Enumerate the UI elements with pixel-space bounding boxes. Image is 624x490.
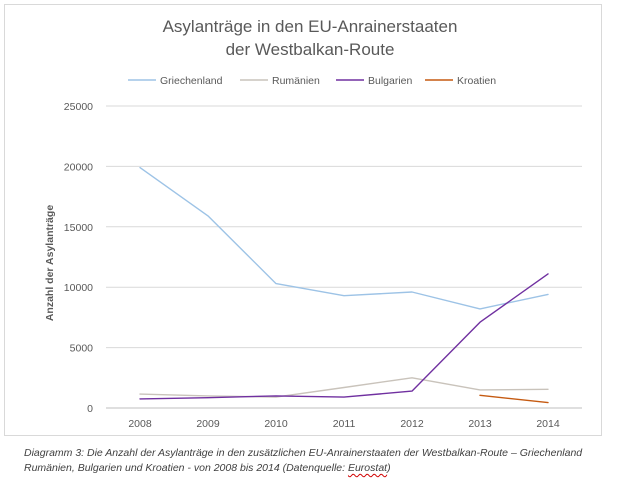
chart-subtitle: der Westbalkan-Route xyxy=(226,40,395,59)
x-tick-label: 2013 xyxy=(468,418,492,430)
legend: Griechenland Rumänien Bulgarien Kroatien xyxy=(128,75,496,87)
y-tick-label: 20000 xyxy=(64,161,93,173)
y-tick-label: 15000 xyxy=(64,222,93,234)
caption-text: Diagramm 3: Die Anzahl der Asylanträge i… xyxy=(24,447,583,474)
series-line-rumaenien xyxy=(139,377,549,398)
legend-label-bulgarien: Bulgarien xyxy=(368,75,413,87)
series-line-bulgarien xyxy=(139,273,549,400)
line-chart: Asylanträge in den EU-Anrainerstaaten de… xyxy=(44,17,582,430)
caption-source: Eurostat xyxy=(347,462,388,474)
y-tick-label: 25000 xyxy=(64,101,93,113)
y-tick-label: 5000 xyxy=(70,343,94,355)
chart-title: Asylanträge in den EU-Anrainerstaaten xyxy=(163,17,458,36)
legend-label-kroatien: Kroatien xyxy=(457,75,496,87)
x-tick-label: 2011 xyxy=(333,418,356,430)
caption-suffix: ) xyxy=(387,462,391,474)
x-tick-label: 2014 xyxy=(536,418,560,430)
x-tick-label: 2010 xyxy=(264,418,288,430)
y-axis-label: Anzahl der Asylanträge xyxy=(44,205,56,321)
chart-frame: Asylanträge in den EU-Anrainerstaaten de… xyxy=(4,4,602,436)
series-line-griechenland xyxy=(139,166,549,310)
x-tick-label: 2012 xyxy=(400,418,424,430)
series-line-kroatien xyxy=(479,394,549,404)
x-tick-label: 2009 xyxy=(196,418,220,430)
legend-label-griechenland: Griechenland xyxy=(160,75,223,87)
x-axis-ticks: 2008 2009 2010 2011 2012 2013 2014 xyxy=(128,418,560,430)
gridlines xyxy=(106,105,582,409)
y-axis-ticks: 0 5000 10000 15000 20000 25000 xyxy=(64,101,93,415)
y-tick-label: 0 xyxy=(87,403,93,415)
x-tick-label: 2008 xyxy=(128,418,152,430)
series-lines xyxy=(139,166,549,404)
legend-label-rumaenien: Rumänien xyxy=(272,75,320,87)
figure-caption: Diagramm 3: Die Anzahl der Asylanträge i… xyxy=(24,446,614,476)
y-tick-label: 10000 xyxy=(64,282,93,294)
